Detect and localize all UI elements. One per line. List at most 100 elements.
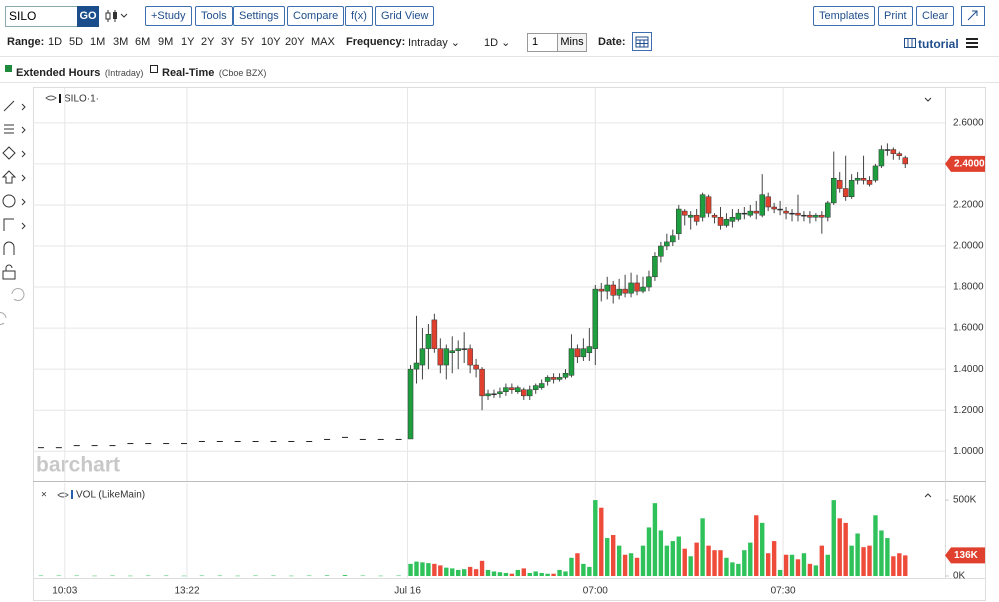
candle-body [830,178,837,204]
range-button[interactable]: MAX [311,36,335,48]
volume-bar [432,563,437,576]
candle-body [699,194,706,218]
volume-bar [545,573,550,576]
toolbar-button[interactable]: Clear [916,6,955,26]
period-select[interactable]: 1D ⌄ [484,37,511,49]
candle-body [515,387,521,392]
candle-body [198,441,205,442]
volume-bar [408,563,413,576]
magnet-icon[interactable] [3,241,15,255]
tool-icon[interactable] [2,194,16,208]
frequency-select[interactable]: Intraday ⌄ [408,37,461,49]
redo-icon[interactable] [0,312,7,325]
toolbar-button[interactable]: Compare [287,6,345,26]
x-tick-label: 13:22 [174,586,199,597]
pane-title: SILO·1· [64,94,99,105]
range-button[interactable]: 1Y [181,36,195,48]
tool-icon[interactable] [1,170,17,184]
volume-bar [497,572,503,576]
tool-icon[interactable] [4,124,14,134]
collapse-icon[interactable] [924,97,932,102]
menu-button[interactable] [966,37,978,49]
candle-body [37,447,44,449]
toolbar-button[interactable]: Templates [813,6,876,26]
candle-body [848,180,855,197]
volume-bar [146,575,151,577]
volume-bar [378,575,383,577]
candle-body [216,441,223,442]
volume-bar [551,573,556,576]
volume-bar [438,565,443,576]
toolbar-button[interactable]: +Study [145,6,192,26]
visibility-icon[interactable] [57,492,69,498]
divider [0,56,999,57]
candle-body [181,443,188,445]
close-icon[interactable]: × [41,490,47,501]
candle-body [652,256,658,278]
range-button[interactable]: 5D [69,36,84,48]
candle-body [819,214,825,218]
toolbar-button[interactable]: Settings [233,6,285,26]
undo-icon[interactable] [11,288,25,301]
visibility-icon[interactable] [45,95,57,101]
candle-body [377,438,384,440]
lock-icon[interactable] [2,270,16,280]
y-tick-label: 2.6000 [953,117,984,128]
candle-body [574,348,581,358]
last-value-tag [945,547,985,564]
range-button[interactable]: 20Y [285,36,305,48]
range-button[interactable]: 3Y [221,36,235,48]
volume-bar [837,518,842,576]
range-button[interactable]: 3M [113,36,129,48]
volume-bar [771,541,777,576]
candle-body [586,346,593,353]
tool-icon[interactable] [2,146,16,160]
tutorial-link[interactable]: tutorial [918,37,959,51]
volume-bar [664,545,670,576]
toolbar-button[interactable]: Tools [195,6,233,26]
expand-button[interactable] [961,6,985,26]
range-button[interactable]: 9M [158,36,174,48]
volume-bar [903,555,908,576]
volume-bar [56,575,62,577]
tool-icon[interactable] [3,218,14,231]
legend-item: Real-Time [162,67,215,79]
interval-unit[interactable]: Mins [557,33,587,52]
range-button[interactable]: 1D [48,36,63,48]
candle-body [437,348,444,366]
calendar-button[interactable] [632,32,652,51]
range-button[interactable]: 1M [90,36,106,48]
x-tick-label: 10:03 [52,586,77,597]
legend-note: (Intraday) [104,68,144,78]
candle-body [902,157,909,165]
chart-type-icon[interactable] [104,8,132,24]
candle-body [252,441,259,442]
toolbar-button[interactable]: Print [878,6,913,26]
candle-body [109,445,116,447]
candle-body [634,282,640,292]
volume-bar [569,557,574,576]
candle-body [747,210,754,216]
range-button[interactable]: 6M [135,36,151,48]
range-button[interactable]: 2Y [201,36,215,48]
candle-body [807,214,813,218]
volume-bar [730,562,735,576]
range-button[interactable]: 5Y [241,36,255,48]
range-button[interactable]: 10Y [261,36,281,48]
period-value: 1D [484,37,499,49]
collapse-icon[interactable] [924,493,932,498]
volume-bar [873,515,878,576]
pane-title: VOL (LikeMain) [76,490,145,501]
go-button[interactable]: GO [77,6,99,27]
volume-bar [235,575,240,577]
candle-body [449,350,456,353]
toolbar-button[interactable]: f(x) [345,6,373,26]
toolbar-button[interactable]: Grid View [375,6,435,26]
volume-bar [527,572,532,576]
tool-icon[interactable] [3,100,15,112]
candle-body [556,377,563,380]
candle-body [771,206,777,210]
candle-body [842,188,849,197]
candle-body [431,319,438,349]
